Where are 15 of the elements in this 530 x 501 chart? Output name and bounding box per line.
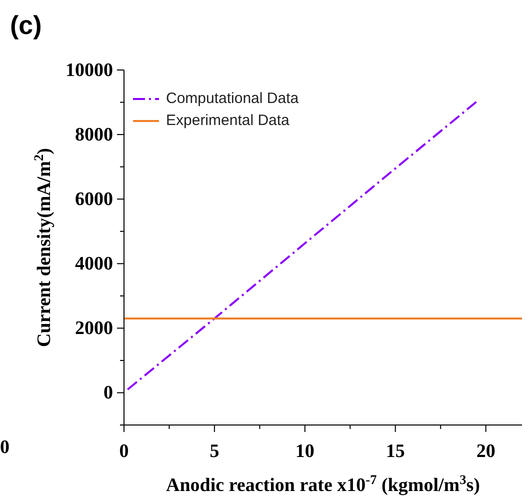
- legend-label: Experimental Data: [166, 111, 290, 131]
- y-tick-label: 2000: [75, 318, 113, 340]
- chart-title: (c): [10, 10, 42, 41]
- y-tick-label: 6000: [75, 189, 113, 210]
- x-tick-label: 20: [476, 441, 496, 462]
- y-tick-label: 4000: [75, 254, 113, 275]
- y-tick-label: 10000: [66, 60, 113, 81]
- y-tick-label: 8000: [75, 124, 113, 146]
- y-tick-label: 0: [104, 382, 113, 404]
- x-tick-label: 5: [210, 441, 220, 462]
- legend-label: Computational Data: [166, 89, 299, 109]
- x-tick-label: 0: [119, 441, 129, 462]
- x-tick-label: 10: [295, 441, 314, 462]
- x-axis-title: Anodic reaction rate x10$^{-7}$ (kgmol/m$^{3}$s): [166, 472, 480, 496]
- x-tick-label: 15: [386, 441, 405, 462]
